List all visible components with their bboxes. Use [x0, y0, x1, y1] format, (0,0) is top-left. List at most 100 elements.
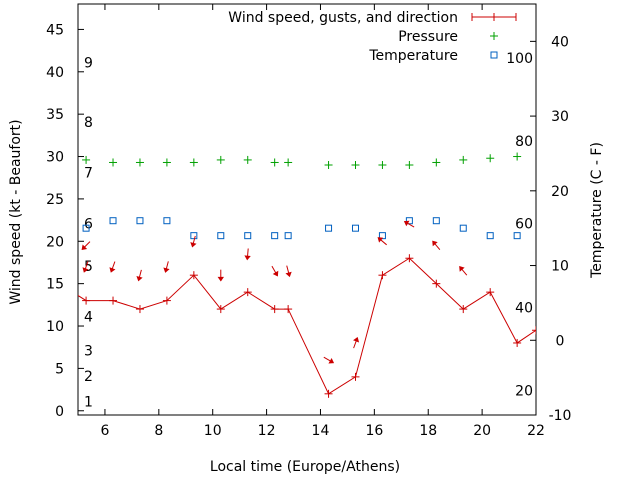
- gust-arrow-head: [403, 220, 410, 227]
- x-axis-title: Local time (Europe/Athens): [210, 459, 400, 475]
- gust-arrow-head: [136, 275, 143, 282]
- temperature-point: [163, 217, 171, 225]
- gust-arrow: [432, 240, 441, 251]
- legend-label: Temperature: [368, 48, 458, 64]
- gust-arrow: [323, 356, 335, 364]
- temperature-point: [351, 224, 359, 232]
- beaufort-label: 3: [84, 344, 93, 360]
- legend: Wind speed, gusts, and direction Pressure…: [228, 10, 517, 64]
- beaufort-label: 9: [84, 55, 93, 71]
- y-tick-label: 20: [46, 234, 64, 250]
- gust-arrow: [217, 269, 224, 282]
- temperature-point: [109, 217, 117, 225]
- series-2: [82, 217, 521, 240]
- temperature-point: [244, 232, 252, 240]
- y-tick-label: 45: [46, 22, 64, 38]
- temperature-point: [217, 232, 225, 240]
- gust-arrow-head: [109, 267, 116, 273]
- temperature-point: [284, 232, 292, 240]
- fahrenheit-label: 100: [506, 51, 533, 67]
- y-axis-title: Wind speed (kt - Beaufort): [8, 119, 24, 304]
- gust-arrow-head: [190, 242, 197, 248]
- temperature-point: [271, 232, 279, 240]
- x-tick-label: 10: [204, 423, 222, 439]
- gust-arrow-head: [244, 255, 251, 261]
- gust-arrow: [81, 241, 91, 251]
- gust-arrows: [81, 220, 468, 364]
- fahrenheit-label: 80: [515, 134, 533, 150]
- gust-arrow-head: [459, 266, 465, 272]
- y2-tick-label: 10: [551, 259, 569, 275]
- gust-arrow: [459, 266, 468, 276]
- legend-entry-2: Temperature: [368, 48, 498, 64]
- legend-label: Pressure: [398, 29, 458, 45]
- x-tick-label: 8: [154, 423, 163, 439]
- gust-arrow-head: [217, 276, 224, 282]
- y-tick-label: 35: [46, 107, 64, 123]
- temperature-point: [82, 224, 90, 232]
- gust-arrow-head: [328, 357, 335, 364]
- gust-arrow: [403, 220, 415, 228]
- gust-arrow: [82, 261, 89, 273]
- gust-arrow: [271, 265, 279, 277]
- gust-arrow-head: [272, 270, 279, 277]
- gust-arrow: [136, 269, 143, 282]
- axes-layer: 6 8 10 12 14 16 18 20 22051015202530354045-10010…: [46, 3, 572, 439]
- y2-tick-label: 20: [551, 184, 569, 200]
- beaufort-label: 4: [84, 310, 93, 326]
- y2-tick-label: 30: [551, 109, 569, 125]
- x-tick-label: 20: [473, 423, 491, 439]
- beaufort-label: 7: [84, 166, 93, 182]
- beaufort-label: 6: [84, 216, 93, 232]
- x-tick-label: 18: [419, 423, 437, 439]
- gust-arrow: [353, 336, 360, 349]
- beaufort-label: 1: [84, 394, 93, 410]
- gust-arrow-head: [353, 336, 360, 343]
- gust-arrow-head: [163, 267, 170, 273]
- temperature-point: [513, 232, 521, 240]
- fahrenheit-label: 40: [515, 300, 533, 316]
- temperature-point: [325, 224, 333, 232]
- legend-marker: [490, 51, 498, 59]
- gust-arrow-head: [377, 237, 384, 243]
- temperature-point: [136, 217, 144, 225]
- y-tick-label: 30: [46, 150, 64, 166]
- series-1: [82, 152, 522, 170]
- y-tick-label: 10: [46, 319, 64, 335]
- gust-arrow: [190, 235, 197, 248]
- temperature-point: [432, 217, 440, 225]
- gust-arrow-head: [82, 267, 89, 273]
- plot-frame: [77, 3, 537, 416]
- legend-entry-0: Wind speed, gusts, and direction: [228, 10, 517, 26]
- beaufort-label: 5: [84, 259, 93, 275]
- temperature-point: [190, 232, 198, 240]
- y-tick-label: 25: [46, 192, 64, 208]
- y-tick-label: 40: [46, 65, 64, 81]
- y2-axis-title: Temperature (C - F): [589, 142, 605, 279]
- beaufort-label: 2: [84, 369, 93, 385]
- y-tick-label: 15: [46, 277, 64, 293]
- gust-arrow-head: [285, 271, 292, 278]
- fahrenheit-label: 20: [515, 383, 533, 399]
- x-tick-label: 16: [365, 423, 383, 439]
- y2-tick-label: 0: [556, 333, 565, 349]
- x-tick-label: 6: [100, 423, 109, 439]
- y2-tick-label: 40: [551, 34, 569, 50]
- fahrenheit-label: 60: [515, 217, 533, 233]
- gust-arrow: [109, 261, 116, 273]
- series-0: [78, 254, 536, 398]
- y2-tick-label: -10: [549, 408, 572, 424]
- x-tick-label: 22: [527, 423, 545, 439]
- temperature-point: [405, 217, 413, 225]
- temperature-point: [378, 232, 386, 240]
- wind-speed-line: [78, 257, 536, 395]
- x-tick-label: 14: [312, 423, 330, 439]
- gust-arrow: [285, 265, 292, 278]
- beaufort-label: 8: [84, 115, 93, 131]
- x-tick-label: 12: [258, 423, 276, 439]
- gust-arrow: [377, 237, 387, 246]
- temperature-point: [486, 232, 494, 240]
- gust-arrow: [244, 248, 251, 261]
